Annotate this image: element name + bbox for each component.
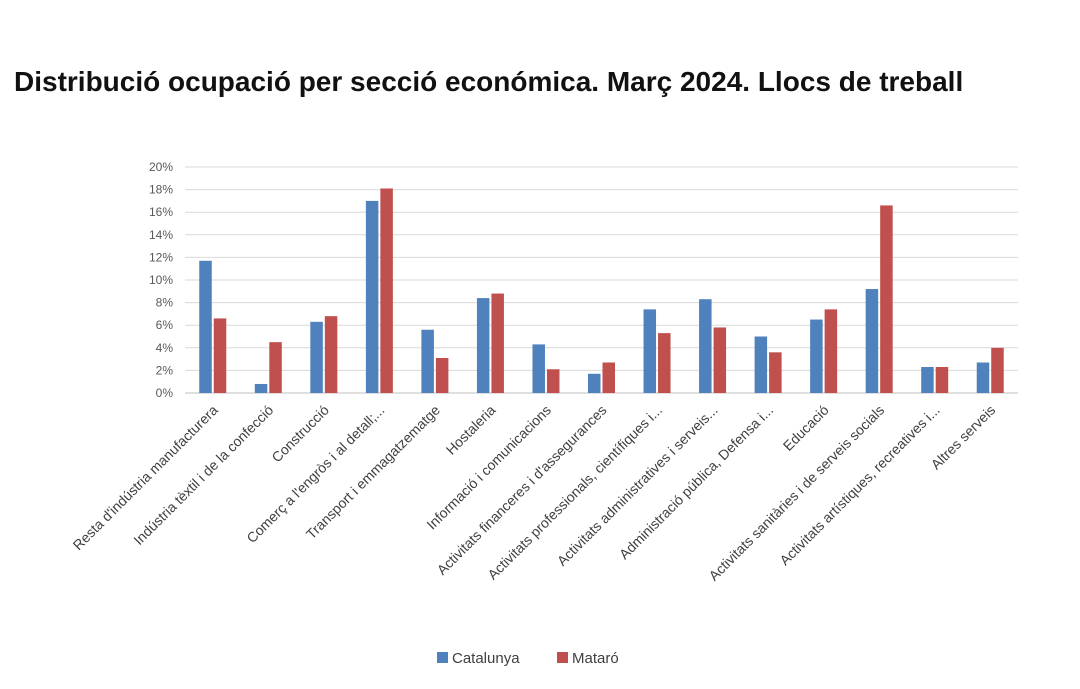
y-tick-label: 0% — [156, 386, 174, 400]
bar-mataro: Mataró: 18.1% — [380, 188, 393, 393]
bar-catalunya: Catalunya: 1.7% — [588, 373, 601, 393]
bar-mataro: Mataró: 2.7% — [602, 362, 615, 393]
bars: Catalunya: 11.7%Mataró: 6.6% Catalunya: 0… — [199, 188, 1004, 393]
legend-swatch-mataro — [557, 652, 568, 663]
y-axis: 0% 2% 4% 6% 8% 10% 12% 14% 16% 18% 20% — [149, 160, 173, 400]
bar-mataro: Mataró: 5.3% — [658, 333, 671, 393]
chart-title: Distribució ocupació per secció económic… — [14, 66, 964, 97]
bar-mataro: Mataró: 4% — [991, 347, 1004, 393]
bar-catalunya: Catalunya: 11.7% — [199, 260, 212, 393]
bar-mataro: Mataró: 3.1% — [435, 357, 449, 393]
bar-catalunya: Catalunya: 9.2% — [865, 289, 879, 393]
bar-catalunya: Catalunya: 6.5% — [810, 319, 823, 393]
bar-mataro: Mataró: 6.8% — [324, 316, 338, 393]
gridlines — [185, 166, 1018, 394]
bar-catalunya: Catalunya: 17% — [365, 200, 379, 393]
bar-catalunya: Catalunya: 6.3% — [310, 321, 323, 393]
bar-catalunya: Catalunya: 4.3% — [532, 344, 545, 393]
bar-mataro: Mataró: 5.8% — [713, 327, 727, 393]
bar-catalunya: Catalunya: 0.8% — [254, 383, 268, 393]
bar-catalunya: Catalunya: 8.3% — [699, 299, 712, 393]
bar-mataro: Mataró: 7.4% — [824, 309, 838, 393]
bar-catalunya: Catalunya: 5.6% — [421, 329, 434, 393]
bar-mataro: Mataró: 2.3% — [935, 367, 949, 393]
y-tick-label: 10% — [149, 273, 173, 287]
bar-catalunya: Catalunya: 2.7% — [976, 362, 990, 393]
bar-mataro: Mataró: 6.6% — [213, 318, 227, 393]
bar-mataro: Mataró: 8.8% — [491, 293, 504, 393]
y-tick-label: 2% — [156, 363, 174, 377]
y-tick-label: 8% — [156, 296, 174, 310]
x-axis: Resta d'indústria manufactureraIndústria… — [70, 402, 999, 584]
legend-label-catalunya: Catalunya — [452, 650, 520, 667]
bar-mataro: Mataró: 3.6% — [769, 352, 782, 393]
y-tick-label: 18% — [149, 183, 173, 197]
bar-catalunya: Catalunya: 7.4% — [643, 309, 657, 393]
bar-catalunya: Catalunya: 2.3% — [921, 367, 934, 393]
x-category-label: Hostaleria — [443, 402, 499, 458]
legend-swatch-catalunya — [437, 652, 448, 663]
y-tick-label: 20% — [149, 160, 173, 174]
y-tick-label: 16% — [149, 205, 173, 219]
bar-catalunya: Catalunya: 8.4% — [476, 298, 490, 393]
bar-catalunya: Catalunya: 5% — [754, 336, 768, 393]
legend: Catalunya Mataró — [437, 650, 619, 667]
y-tick-label: 6% — [156, 318, 174, 332]
legend-label-mataro: Mataró — [572, 650, 619, 667]
bar-mataro: Mataró: 2.1% — [546, 369, 560, 393]
bar-mataro: Mataró: 16.6% — [880, 205, 893, 393]
bar-mataro: Mataró: 4.5% — [269, 342, 282, 393]
y-tick-label: 4% — [156, 341, 174, 355]
x-category-label: Educació — [780, 402, 832, 454]
y-tick-label: 14% — [149, 228, 173, 242]
y-tick-label: 12% — [149, 250, 173, 264]
